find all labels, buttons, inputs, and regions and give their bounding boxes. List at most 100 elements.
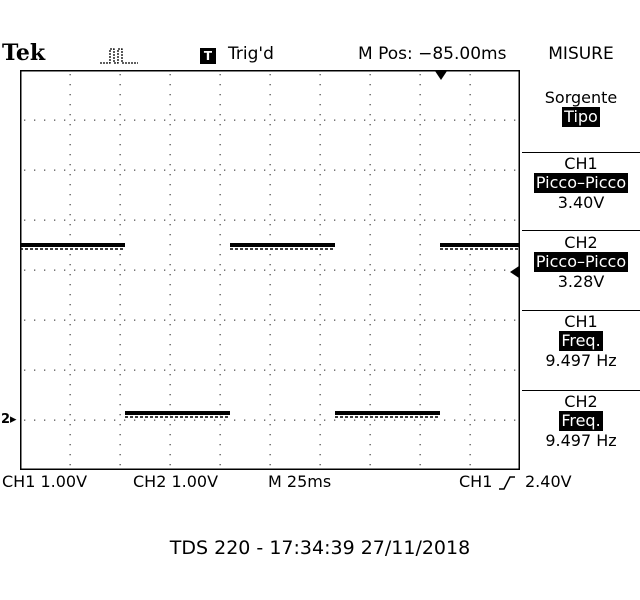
grid-dot — [174, 419, 176, 421]
grid-dot — [234, 169, 236, 171]
grid-dot — [274, 169, 276, 171]
grid-dot — [64, 169, 66, 171]
grid-dot — [204, 219, 206, 221]
grid-dot — [419, 274, 421, 276]
grid-dot — [419, 184, 421, 186]
grid-dot — [274, 369, 276, 371]
grid-dot — [469, 204, 471, 206]
grid-dot — [269, 74, 271, 76]
grid-dot — [414, 219, 416, 221]
grid-dot — [469, 114, 471, 116]
grid-dot — [404, 419, 406, 421]
grid-dot — [369, 264, 371, 266]
grid-dot — [424, 319, 426, 321]
grid-dot — [514, 119, 516, 121]
grid-dot — [219, 284, 221, 286]
grid-dot — [419, 174, 421, 176]
grid-dot — [119, 364, 121, 366]
grid-dot — [294, 269, 296, 271]
grid-dot — [419, 334, 421, 336]
grid-dot — [134, 319, 136, 321]
grid-dot — [469, 74, 471, 76]
grid-dot — [69, 414, 71, 416]
grid-dot — [364, 169, 366, 171]
grid-dot — [369, 444, 371, 446]
grid-dot — [444, 119, 446, 121]
grid-dot — [404, 369, 406, 371]
grid-dot — [484, 169, 486, 171]
grid-dot — [84, 319, 86, 321]
grid-dot — [469, 324, 471, 326]
grid-dot — [369, 454, 371, 456]
grid-dot — [514, 369, 516, 371]
grid-dot — [444, 369, 446, 371]
ch2-trace-segment — [335, 411, 440, 415]
grid-dot — [169, 204, 171, 206]
grid-dot — [469, 104, 471, 106]
grid-dot — [34, 119, 36, 121]
grid-dot — [369, 394, 371, 396]
grid-dot — [104, 169, 106, 171]
grid-dot — [69, 134, 71, 136]
grid-dot — [219, 314, 221, 316]
grid-dot — [119, 374, 121, 376]
grid-dot — [219, 114, 221, 116]
grid-dot — [69, 204, 71, 206]
measurement-2-button[interactable]: CH2 Picco–Picco 3.28V — [522, 233, 640, 291]
grid-dot — [444, 219, 446, 221]
measurement-1-button[interactable]: CH1 Picco–Picco 3.40V — [522, 154, 640, 212]
grid-dot — [319, 214, 321, 216]
grid-dot — [469, 164, 471, 166]
grid-dot — [274, 419, 276, 421]
grid-dot — [354, 269, 356, 271]
grid-dot — [114, 119, 116, 121]
grid-dot — [69, 144, 71, 146]
grid-dot — [334, 219, 336, 221]
grid-dot — [419, 164, 421, 166]
grid-dot — [514, 319, 516, 321]
grid-dot — [154, 419, 156, 421]
grid-dot — [219, 394, 221, 396]
grid-dot — [184, 369, 186, 371]
grid-dot — [124, 369, 126, 371]
measurement-type: Picco–Picco — [533, 252, 629, 272]
grid-dot — [44, 319, 46, 321]
ch2-trace-segment — [125, 411, 230, 415]
grid-dot — [469, 214, 471, 216]
grid-dot — [269, 84, 271, 86]
grid-dot — [219, 464, 221, 466]
grid-dot — [419, 434, 421, 436]
brand-logo: Tek — [2, 40, 46, 66]
grid-dot — [294, 319, 296, 321]
grid-dot — [124, 419, 126, 421]
grid-dot — [224, 369, 226, 371]
grid-dot — [84, 169, 86, 171]
grid-dot — [419, 204, 421, 206]
grid-dot — [419, 464, 421, 466]
grid-dot — [69, 464, 71, 466]
graticule — [24, 74, 516, 466]
grid-dot — [94, 219, 96, 221]
grid-dot — [24, 219, 26, 221]
grid-dot — [504, 169, 506, 171]
grid-dot — [364, 219, 366, 221]
menu-source-type-button[interactable]: Sorgente Tipo — [522, 88, 640, 127]
grid-dot — [374, 119, 376, 121]
grid-dot — [419, 294, 421, 296]
grid-dot — [64, 269, 66, 271]
measurement-4-button[interactable]: CH2 Freq. 9.497 Hz — [522, 392, 640, 450]
grid-dot — [369, 384, 371, 386]
grid-dot — [269, 124, 271, 126]
grid-dot — [384, 319, 386, 321]
grid-dot — [119, 314, 121, 316]
grid-dot — [394, 419, 396, 421]
measurement-value: 9.497 Hz — [545, 431, 617, 450]
grid-dot — [34, 319, 36, 321]
grid-dot — [369, 184, 371, 186]
measurement-3-button[interactable]: CH1 Freq. 9.497 Hz — [522, 312, 640, 370]
grid-dot — [169, 84, 171, 86]
type-label: Tipo — [562, 107, 600, 127]
grid-dot — [369, 324, 371, 326]
grid-dot — [469, 284, 471, 286]
grid-dot — [24, 119, 26, 121]
